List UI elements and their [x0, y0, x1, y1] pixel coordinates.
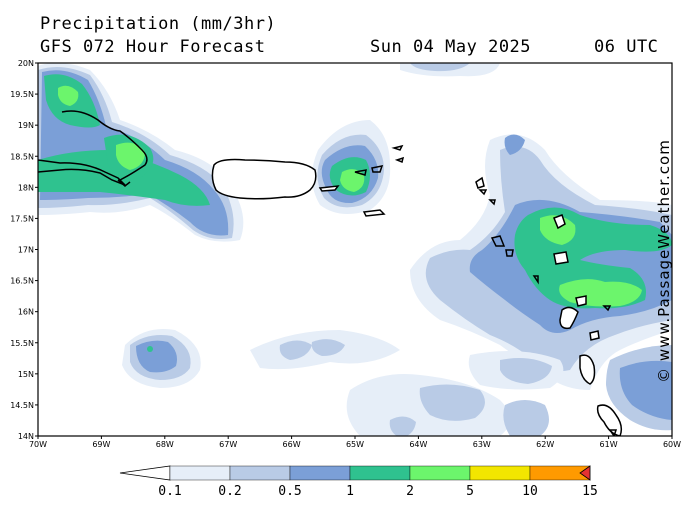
- guadeloupe-outline: [559, 306, 579, 330]
- lon-label: 63W: [473, 440, 491, 449]
- lat-label: 20N: [18, 59, 34, 68]
- lon-label: 69W: [92, 440, 110, 449]
- colorbar-segment: [289, 465, 351, 481]
- lat-label: 16N: [18, 308, 34, 317]
- lon-label: 67W: [219, 440, 237, 449]
- lon-label: 60W: [663, 440, 681, 449]
- colorbar-label: 5: [466, 484, 474, 499]
- lat-label: 18.5N: [10, 152, 34, 161]
- precip-area-southern: [122, 63, 564, 436]
- virgin-islands-outline: [318, 185, 340, 192]
- colorbar-label: 0.1: [158, 484, 181, 499]
- colorbar-segment: [229, 465, 291, 481]
- lat-label: 16.5N: [10, 277, 34, 286]
- forecast-time: 06 UTC: [594, 37, 659, 57]
- lon-label: 62W: [536, 440, 554, 449]
- lat-label: 15N: [18, 370, 34, 379]
- axis-ticks: 20N 19.5N 19N 18.5N 18N 17.5N 17N 16.5N 16N 15.5N…: [10, 59, 681, 449]
- colorbar: 0.1 0.2 0.5 1 2 5 10 15: [119, 465, 598, 499]
- colorbar-segment: [349, 465, 411, 481]
- lat-label: 15.5N: [10, 339, 34, 348]
- dominica-outline: [579, 354, 596, 385]
- colorbar-segment: [409, 465, 471, 481]
- colorbar-label: 1: [346, 484, 354, 499]
- copyright-credit: © www.PassageWeather.com: [655, 139, 674, 383]
- colorbar-segment: [169, 465, 231, 481]
- puerto-rico-outline: [211, 158, 317, 200]
- lat-label: 14.5N: [10, 401, 34, 410]
- precip-area-leeward-islands: [410, 134, 672, 431]
- haiti-north-coast: [61, 110, 148, 181]
- hispaniola-outline: [38, 159, 126, 186]
- colorbar-label: 10: [522, 484, 538, 499]
- colorbar-label: 0.5: [278, 484, 301, 499]
- colorbar-label: 15: [582, 484, 598, 499]
- lat-label: 17.5N: [10, 214, 34, 223]
- lon-label: 61W: [600, 440, 618, 449]
- lat-label: 19.5N: [10, 90, 34, 99]
- colorbar-segment: [469, 465, 531, 481]
- forecast-date: Sun 04 May 2025: [370, 37, 532, 57]
- lat-label: 18N: [18, 183, 34, 192]
- lon-label: 68W: [156, 440, 174, 449]
- lon-label: 64W: [409, 440, 427, 449]
- colorbar-min-arrow: [119, 465, 171, 481]
- martinique-outline: [596, 404, 623, 436]
- lon-label: 65W: [346, 440, 364, 449]
- precipitation-field: [38, 63, 672, 436]
- colorbar-max-arrow: [579, 465, 591, 481]
- colorbar-label: 2: [406, 484, 414, 499]
- forecast-model-label: GFS 072 Hour Forecast: [40, 37, 266, 57]
- lon-label: 70W: [29, 440, 47, 449]
- lon-label: 66W: [283, 440, 301, 449]
- lat-label: 19N: [18, 121, 34, 130]
- lat-label: 17N: [18, 246, 34, 255]
- coastlines: [38, 110, 623, 436]
- colorbar-label: 0.2: [218, 484, 241, 499]
- map-title: Precipitation (mm/3hr): [40, 14, 277, 34]
- precip-area-hispaniola: [38, 63, 244, 242]
- leeward-islands-outline: [475, 176, 485, 189]
- lat-label: 14N: [18, 432, 34, 441]
